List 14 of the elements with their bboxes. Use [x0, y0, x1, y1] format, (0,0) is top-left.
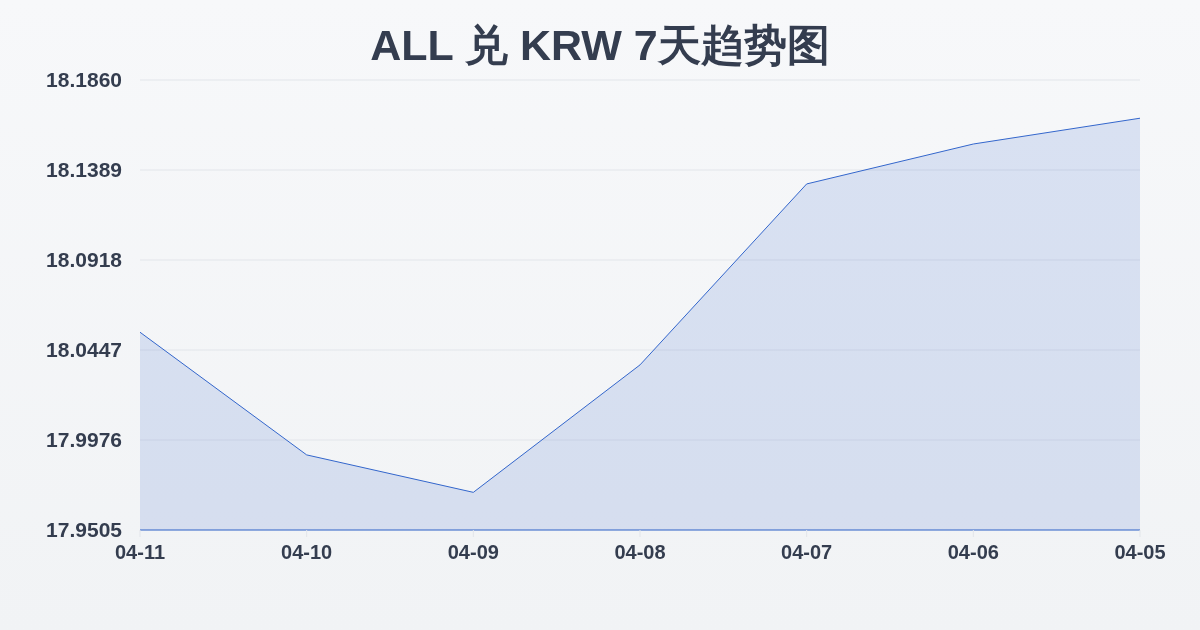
y-tick-label: 17.9976: [46, 428, 122, 452]
x-tick-label: 04-08: [614, 541, 666, 564]
x-tick-label: 04-11: [114, 541, 166, 564]
x-tick-label: 04-05: [1114, 541, 1166, 564]
y-tick-label: 17.9505: [46, 518, 123, 542]
x-tick-label: 04-06: [947, 541, 999, 564]
y-tick-label: 18.1860: [46, 68, 122, 92]
y-tick-label: 18.0447: [46, 338, 122, 362]
x-tick-label: 04-07: [781, 541, 833, 564]
chart-title: ALL 兑 KRW 7天趋势图: [370, 21, 830, 69]
x-tick-label: 04-09: [447, 541, 499, 564]
y-tick-label: 18.1389: [46, 158, 122, 182]
x-tick-label: 04-10: [281, 541, 333, 564]
y-tick-label: 18.0918: [46, 248, 123, 272]
